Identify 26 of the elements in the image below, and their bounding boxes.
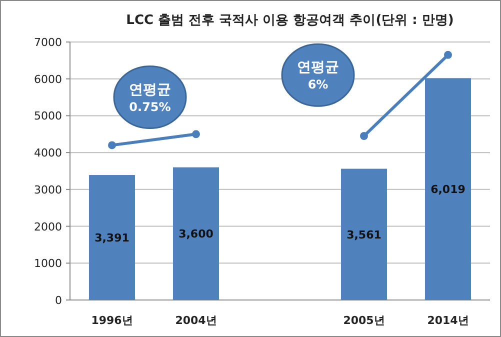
data-label: 6,019 (430, 183, 466, 196)
point (444, 50, 452, 59)
data-label: 3,391 (94, 232, 130, 245)
point (360, 132, 368, 140)
y-tick-label: 4000 (34, 146, 62, 160)
y-tick-label: 6000 (34, 72, 62, 86)
bar (341, 168, 387, 300)
y-tick-label: 5000 (34, 110, 62, 123)
annotation: 연평균 0.75% (129, 82, 171, 114)
y-tick-label: 2000 (34, 220, 62, 234)
point (108, 141, 116, 150)
y-tick-label: 1000 (34, 257, 62, 270)
y-tick-label: 7000 (34, 36, 62, 49)
annotation: 연평균 6% (297, 60, 339, 92)
y-tick-label: 3000 (34, 183, 62, 196)
chart-title: LCC 출범 전후 국적사 이용 항공여객 추이(단위 : 만명) (126, 13, 454, 28)
bar (89, 175, 135, 300)
y-tick-label: 0 (55, 294, 62, 307)
x-tick-label: 2004년 (175, 314, 217, 327)
data-label: 3,561 (346, 228, 382, 242)
point (192, 130, 200, 138)
x-tick-label: 2014년 (427, 314, 469, 327)
data-label: 3,600 (178, 228, 214, 241)
bar (173, 167, 219, 300)
x-tick-label: 2005년 (343, 314, 385, 327)
x-tick-label: 1996년 (91, 314, 133, 327)
